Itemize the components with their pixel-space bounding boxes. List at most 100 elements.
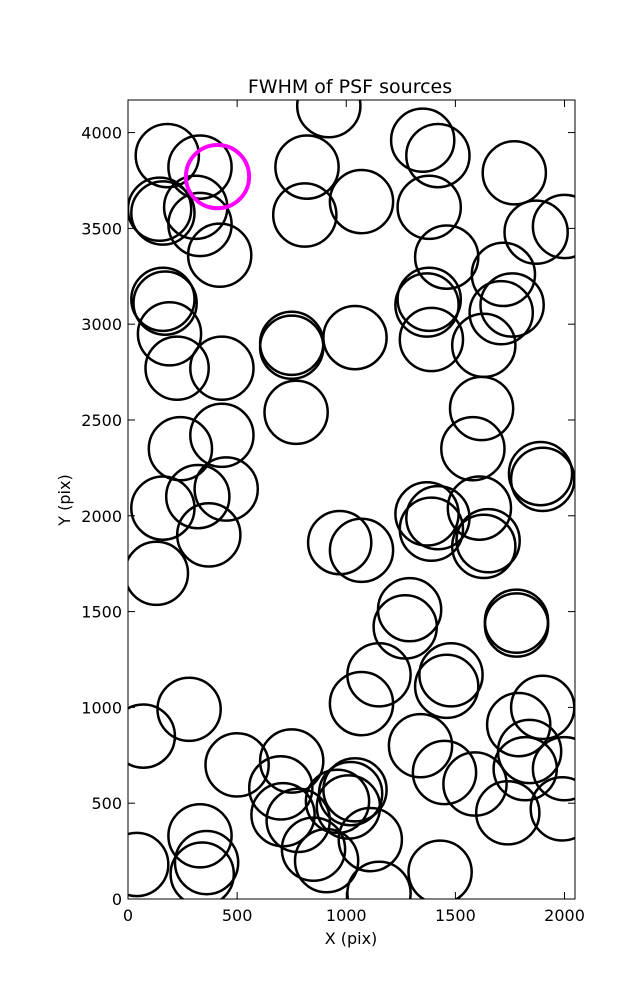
psf-source-circle [136, 300, 203, 367]
y-tick-label: 1000 [81, 698, 122, 717]
psf-source-circle [295, 100, 362, 139]
psf-source-circle [398, 496, 465, 563]
psf-circles [128, 100, 575, 899]
psf-source-circle [405, 122, 471, 189]
psf-source-circle [258, 728, 325, 794]
psf-source-circle [450, 513, 517, 580]
psf-source-circle [317, 760, 384, 827]
x-tick-label: 500 [222, 906, 253, 925]
psf-source-circle [411, 739, 478, 806]
y-tick-label: 2500 [81, 411, 122, 430]
psf-source-circle [304, 768, 371, 835]
psf-source-circle [485, 691, 552, 758]
x-tick-label: 1500 [435, 906, 476, 925]
psf-source-circle [407, 839, 473, 899]
y-tick-label: 0 [112, 890, 122, 909]
psf-source-circle [446, 475, 513, 541]
psf-source-circle [280, 816, 347, 883]
psf-source-circle [130, 475, 196, 541]
psf-source-circle [328, 517, 395, 584]
psf-source-circle [468, 279, 535, 346]
psf-source-circle [442, 751, 508, 817]
y-tick-label: 500 [91, 794, 122, 813]
psf-source-circle [440, 415, 506, 482]
psf-source-circle [337, 806, 404, 873]
plot-frame [127, 99, 576, 900]
psf-source-circle [492, 735, 559, 802]
psf-source-circle [189, 335, 255, 402]
psf-source-circle [418, 641, 484, 708]
psf-source-circle [247, 755, 314, 821]
psf-source-circle [531, 735, 575, 802]
psf-source-circle [509, 446, 575, 513]
x-tick-label: 1000 [326, 906, 367, 925]
psf-source-circle [167, 191, 233, 258]
psf-source-circle [398, 306, 465, 373]
psf-source-circle [130, 180, 196, 246]
y-axis-label: Y (pix) [55, 474, 74, 526]
psf-source-circle [328, 168, 395, 235]
x-tick-label: 2000 [544, 906, 585, 925]
psf-source-circle [529, 776, 575, 842]
psf-source-circle [346, 641, 412, 708]
psf-source-circle [128, 703, 177, 769]
psf-source-circle [169, 841, 236, 899]
psf-source-circle [167, 802, 233, 869]
psf-source-circle [470, 241, 537, 308]
psf-source-circle [204, 732, 270, 798]
y-tick-label: 2000 [81, 507, 122, 526]
psf-source-circle [455, 507, 521, 574]
psf-source-circle [258, 314, 325, 381]
psf-source-circle [509, 674, 575, 741]
psf-source-circle [164, 463, 231, 530]
psf-source-circle [265, 787, 332, 854]
psf-source-circle [173, 829, 240, 896]
psf-source-circle [186, 222, 253, 289]
psf-source-circle [128, 831, 170, 898]
y-tick-label: 3500 [81, 219, 122, 238]
psf-source-circle [531, 193, 575, 260]
x-axis-label: X (pix) [325, 929, 378, 948]
psf-source-circle [156, 676, 222, 743]
y-tick-label: 3000 [81, 315, 122, 334]
psf-source-circle [274, 134, 340, 200]
psf-source-circle [483, 588, 550, 655]
psf-source-circle [394, 272, 460, 338]
psf-source-circle [144, 335, 210, 402]
psf-source-circle [189, 402, 255, 469]
psf-source-circle [130, 266, 196, 333]
psf-source-circle [271, 182, 338, 248]
psf-source-circle [128, 540, 190, 607]
chart-title: FWHM of PSF sources [248, 76, 452, 98]
psf-source-circle [346, 860, 412, 899]
y-tick-label: 1500 [81, 603, 122, 622]
axis-ticks: 0 500 1000 1500 2000 0 500 1000 1500 2000 2500 3000… [81, 100, 585, 925]
psf-source-circle [481, 139, 548, 206]
psf-source-circle [413, 653, 480, 720]
psf-source-circle [132, 270, 198, 336]
psf-source-circle [322, 304, 388, 371]
x-tick-label: 0 [123, 906, 133, 925]
psf-source-circle [328, 670, 395, 737]
psf-source-circle [134, 122, 201, 189]
psf-source-circle [396, 266, 463, 333]
psf-source-circle [263, 379, 329, 446]
psf-source-circle [483, 592, 550, 658]
psf-source-circle [175, 502, 242, 568]
psf-source-circle [258, 310, 325, 377]
psf-source-circle [306, 509, 373, 576]
psf-source-circle [389, 107, 456, 174]
psf-source-circle [167, 134, 233, 200]
psf-source-circle [387, 712, 454, 779]
psf-source-circle [474, 779, 541, 846]
y-tick-label: 4000 [81, 124, 122, 143]
highlighted-source-circle [183, 143, 252, 211]
psf-source-circle [479, 272, 545, 338]
psf-source-circle [322, 756, 388, 823]
psf-source-circle [193, 456, 260, 522]
psf-source-circle [448, 375, 515, 442]
psf-source-circle [503, 199, 569, 266]
psf-source-circle [128, 176, 193, 243]
psf-source-circle [507, 440, 574, 507]
